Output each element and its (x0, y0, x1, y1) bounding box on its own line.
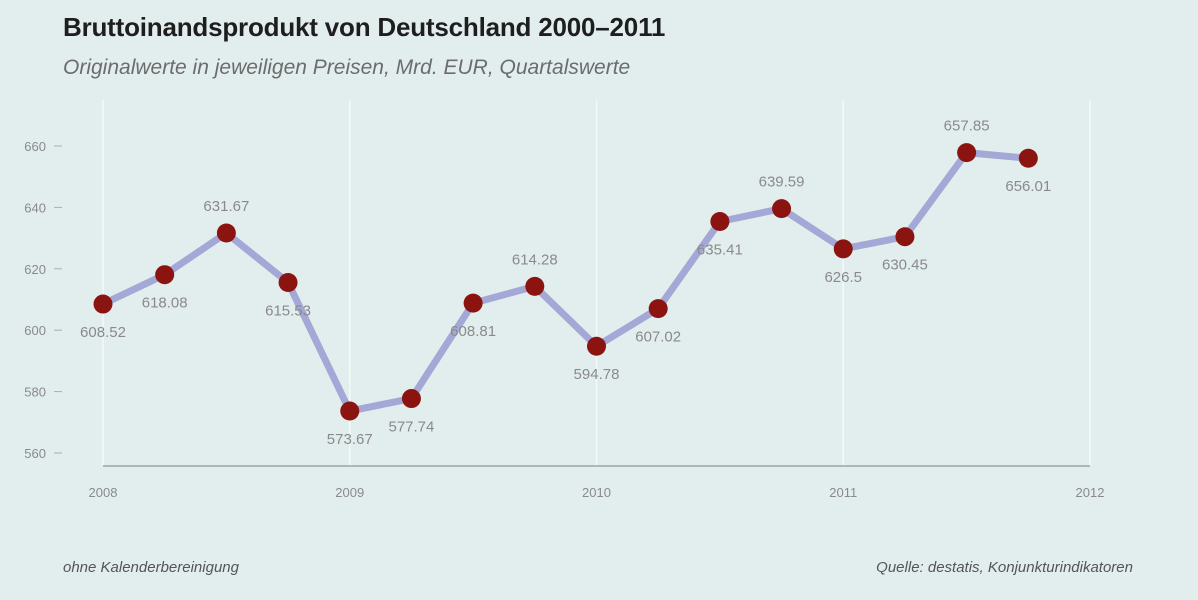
data-point (710, 211, 730, 231)
data-label: 577.74 (388, 419, 434, 436)
data-point (463, 293, 483, 313)
data-point (525, 276, 545, 296)
x-tick-label: 2008 (89, 485, 118, 500)
source-note: Quelle: destatis, Konjunkturindikatoren (876, 559, 1133, 576)
data-point (278, 273, 298, 293)
y-tick-label: 640 (24, 200, 46, 215)
data-label: 607.02 (635, 329, 681, 346)
data-label: 608.81 (450, 323, 496, 340)
y-tick-label: 580 (24, 385, 46, 400)
data-label: 594.78 (574, 366, 620, 383)
series (93, 143, 1038, 421)
y-axis: 560 580 600 620 640 660 (24, 139, 62, 461)
data-label: 630.45 (882, 257, 928, 274)
data-point (1018, 148, 1038, 168)
data-point (340, 401, 360, 421)
x-tick-label: 2012 (1076, 485, 1105, 500)
x-tick-label: 2010 (582, 485, 611, 500)
data-label: 626.5 (824, 269, 862, 286)
data-label: 618.08 (142, 295, 188, 312)
y-tick-label: 560 (24, 446, 46, 461)
grid-lines (102, 100, 1091, 466)
x-tick-label: 2011 (829, 485, 857, 500)
data-label: 573.67 (327, 431, 373, 448)
y-tick-label: 660 (24, 139, 46, 154)
series-line (99, 149, 1032, 415)
y-tick-label: 600 (24, 323, 46, 338)
y-tick-label: 620 (24, 262, 46, 277)
chart-subtitle: Originalwerte in jeweiligen Preisen, Mrd… (63, 56, 631, 79)
footnote: ohne Kalenderbereinigung (63, 559, 239, 576)
data-point (155, 265, 175, 285)
data-point (401, 389, 421, 409)
chart-title: Bruttoinandsprodukt von Deutschland 2000… (63, 12, 666, 42)
data-label: 631.67 (203, 198, 249, 215)
data-label: 608.52 (80, 324, 126, 341)
data-point (957, 143, 977, 163)
data-point (648, 299, 668, 319)
data-label: 657.85 (944, 118, 990, 135)
data-label: 656.01 (1005, 178, 1051, 195)
data-point (833, 239, 853, 259)
data-point (93, 294, 113, 314)
data-label: 614.28 (512, 251, 558, 268)
data-point (895, 227, 915, 247)
data-point (216, 223, 236, 243)
data-label: 615.53 (265, 303, 311, 320)
data-label: 635.41 (697, 241, 743, 258)
data-labels: 608.52 618.08 631.67 615.53 573.67 577.74 608.… (80, 118, 1051, 448)
data-point (587, 336, 606, 356)
data-label: 639.59 (759, 174, 805, 191)
x-axis: 2008 2009 2010 2011 2012 (89, 465, 1105, 500)
x-tick-label: 2009 (335, 485, 364, 500)
data-point (772, 199, 792, 219)
